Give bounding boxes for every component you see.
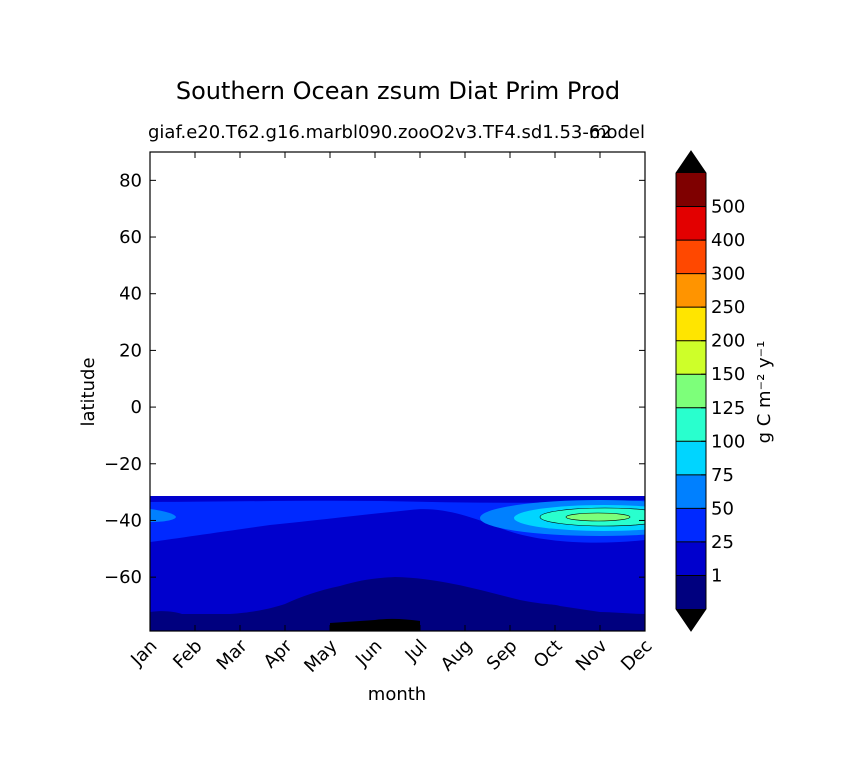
y-tick-label: −20 <box>104 454 142 475</box>
chart-title: Southern Ocean zsum Diat Prim Prod <box>176 77 620 105</box>
contour-field <box>150 496 645 631</box>
colorbar-segment <box>676 206 706 241</box>
x-tick-label: Jan <box>126 636 161 671</box>
field-coastal-edge <box>150 496 645 503</box>
x-tick-label: Apr <box>260 635 297 672</box>
field-jan-bulge <box>150 509 176 522</box>
x-tick-label: Jul <box>401 636 432 667</box>
y-tick-label: −60 <box>104 567 142 588</box>
colorbar-tick-label: 25 <box>711 532 734 553</box>
colorbar-segment <box>676 173 706 208</box>
x-tick-label: Oct <box>530 636 567 673</box>
colorbar-segment <box>676 508 706 543</box>
colorbar-tick-label: 300 <box>711 264 745 285</box>
colorbar-extend-bottom <box>676 609 706 631</box>
x-tick-label: Feb <box>169 636 206 673</box>
y-tick-label: 80 <box>119 170 142 191</box>
x-tick-label: Aug <box>437 636 477 676</box>
plot-frame <box>149 151 646 632</box>
x-tick-label: Jun <box>351 636 386 671</box>
colorbar-tick-label: 200 <box>711 331 745 352</box>
colorbar-tick-label: 100 <box>711 431 745 452</box>
colorbar-frame <box>675 150 707 632</box>
y-tick-label: 40 <box>119 284 142 305</box>
colorbar-tick-label: 400 <box>711 230 745 251</box>
colorbar-tick-label: 1 <box>711 565 722 586</box>
colorbar-segment <box>676 474 706 509</box>
colorbar-segment <box>676 575 706 610</box>
colorbar-segment <box>676 307 706 342</box>
colorbar-tick-label: 500 <box>711 197 745 218</box>
field-winter-low <box>150 577 645 631</box>
colorbar-segment <box>676 541 706 576</box>
colorbar-segment <box>676 340 706 375</box>
colorbar-segment <box>676 441 706 476</box>
colorbar-segment <box>676 273 706 308</box>
colorbar-segment <box>676 407 706 442</box>
colorbar-tick-label: 150 <box>711 364 745 385</box>
colorbar-tick-label: 75 <box>711 465 734 486</box>
colorbar-tick-label: 50 <box>711 498 734 519</box>
x-tick-label: Sep <box>483 636 522 675</box>
colorbar-tick-label: 250 <box>711 297 745 318</box>
colorbar-tick-label: 125 <box>711 398 745 419</box>
x-tick-label: Nov <box>572 635 612 675</box>
colorbar-segment <box>676 240 706 275</box>
y-tick-label: −40 <box>104 510 142 531</box>
x-tick-label: Dec <box>617 636 656 675</box>
y-axis: 80 60 40 20 0 −20 −40 −60 <box>104 170 645 588</box>
colorbar-label: g C m⁻² y⁻¹ <box>754 341 775 444</box>
chart-subtitle-left: giaf.e20.T62.g16.marbl090.zooO2v3.TF4.sd… <box>148 122 612 143</box>
chart-subtitle-right: model <box>589 122 645 143</box>
x-tick-label: May <box>300 635 341 676</box>
y-axis-label: latitude <box>78 357 99 426</box>
y-tick-label: 60 <box>119 227 142 248</box>
y-tick-label: 0 <box>131 397 142 418</box>
colorbar-segment <box>676 374 706 409</box>
x-tick-label: Mar <box>213 635 252 674</box>
y-tick-label: 20 <box>119 340 142 361</box>
x-axis-label: month <box>368 684 426 705</box>
colorbar-extend-top <box>676 151 706 173</box>
field-masked <box>330 618 420 631</box>
field-bloom-core <box>565 512 631 522</box>
